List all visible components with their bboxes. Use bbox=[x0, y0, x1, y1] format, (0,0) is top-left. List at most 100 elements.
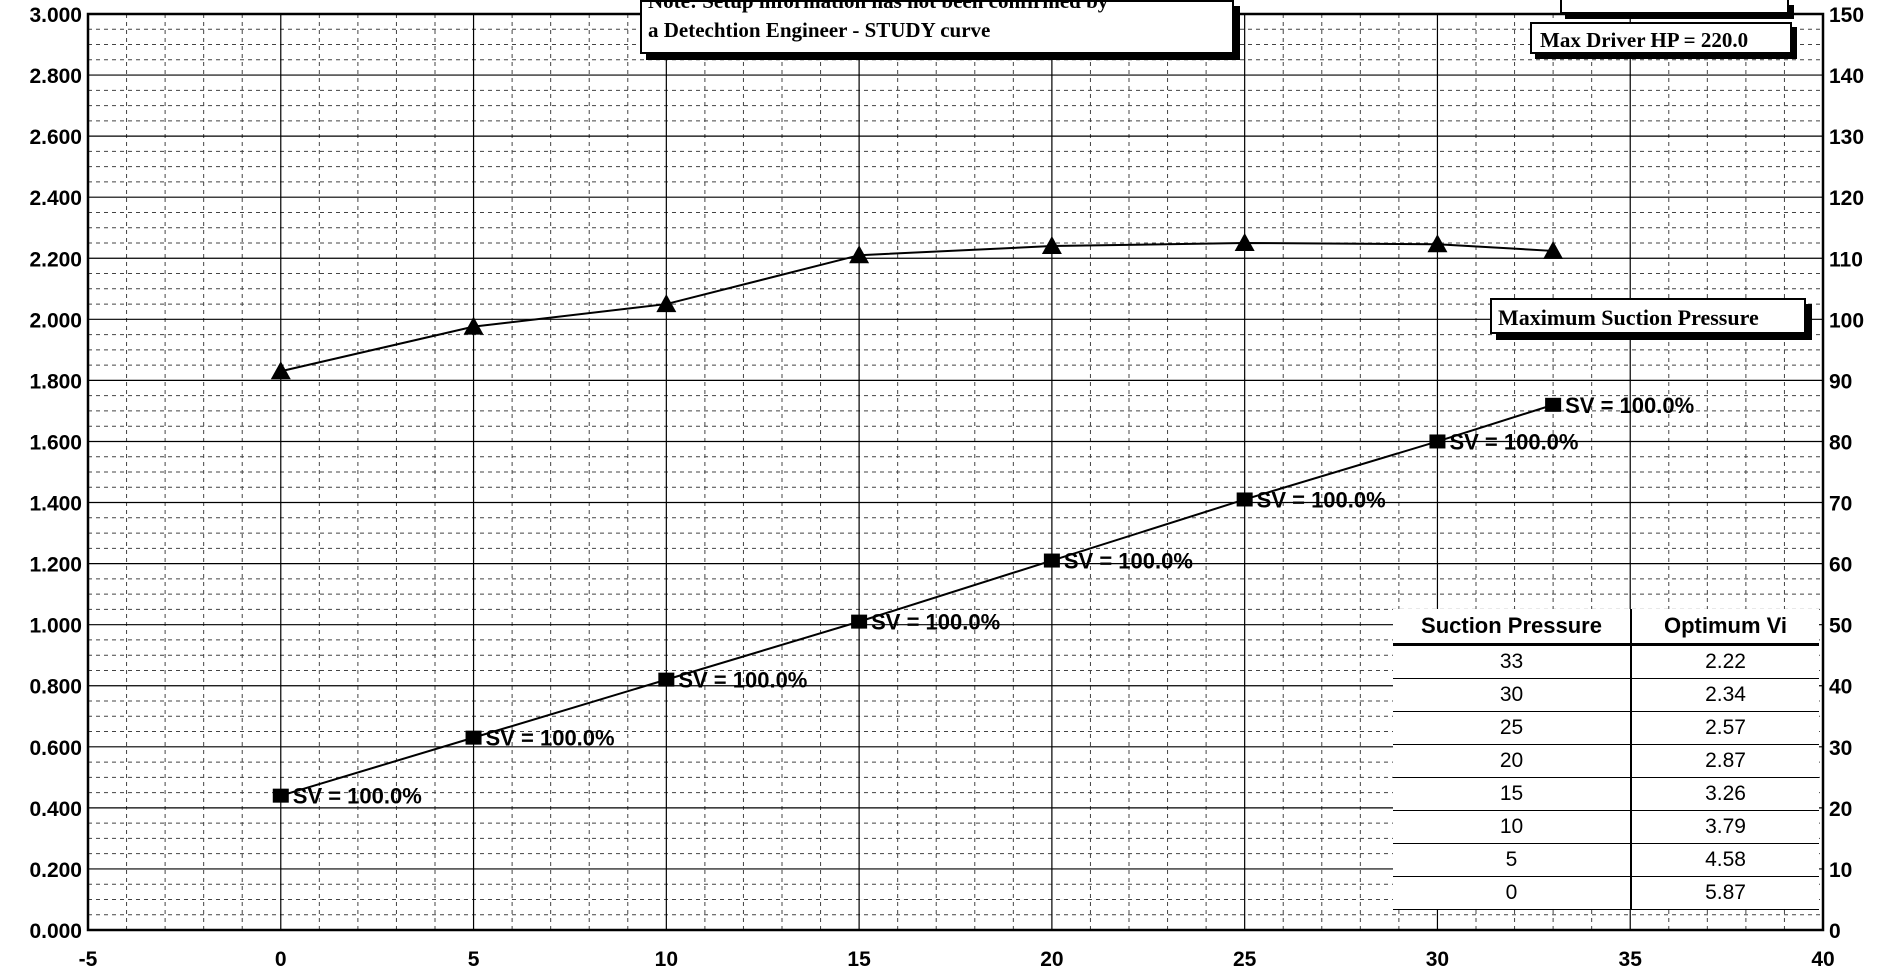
y-left-tick-label: 0.600 bbox=[29, 737, 82, 760]
y-right-tick-label: 130 bbox=[1829, 126, 1864, 149]
y-right-tick-label: 0 bbox=[1829, 920, 1841, 943]
tick-labels: -5 0 5 10 15 20 25 30 35 400.0000.2000.4000.6000.… bbox=[29, 4, 1864, 971]
table-row: 30 2.34 bbox=[1393, 678, 1819, 712]
point-labels: SV = 100.0% SV = 100.0% SV = 100.0% SV = 10… bbox=[293, 393, 1694, 809]
y-right-tick-label: 60 bbox=[1829, 554, 1852, 577]
table-row: 15 3.26 bbox=[1393, 777, 1819, 811]
table-row: 25 2.57 bbox=[1393, 711, 1819, 745]
cell-suction-pressure: 30 bbox=[1393, 678, 1632, 712]
sv-point-label: SV = 100.0% bbox=[1565, 393, 1694, 418]
max-driver-hp-label: Max Driver HP = 220.0 bbox=[1530, 22, 1792, 54]
y-left-tick-label: 0.400 bbox=[29, 798, 82, 821]
x-tick-label: 0 bbox=[275, 948, 287, 971]
triangle-marker bbox=[1543, 240, 1564, 259]
y-left-tick-label: 2.000 bbox=[29, 309, 82, 332]
cell-suction-pressure: 20 bbox=[1393, 744, 1632, 778]
y-left-tick-label: 0.000 bbox=[29, 920, 82, 943]
y-left-tick-label: 0.200 bbox=[29, 859, 82, 882]
x-tick-label: 15 bbox=[847, 948, 871, 971]
square-marker bbox=[465, 730, 482, 745]
square-marker bbox=[851, 614, 868, 629]
x-tick-label: 20 bbox=[1040, 948, 1063, 971]
sv-point-label: SV = 100.0% bbox=[1257, 487, 1386, 512]
y-left-tick-label: 1.400 bbox=[29, 493, 82, 516]
cell-optimum-vi: 5.87 bbox=[1631, 876, 1819, 910]
header-optimum-vi: Optimum Vi bbox=[1631, 609, 1819, 646]
hp-legend-box-top bbox=[1560, 0, 1789, 14]
sv-point-label: SV = 100.0% bbox=[1449, 429, 1578, 454]
table-row: 20 2.87 bbox=[1393, 744, 1819, 778]
y-left-tick-label: 2.800 bbox=[29, 65, 82, 88]
y-left-tick-label: 1.200 bbox=[29, 554, 82, 577]
x-tick-label: 10 bbox=[655, 948, 678, 971]
cell-optimum-vi: 2.34 bbox=[1631, 678, 1819, 712]
y-right-tick-label: 140 bbox=[1829, 65, 1864, 88]
sv-point-label: SV = 100.0% bbox=[486, 726, 615, 751]
table-header-row: Suction Pressure Optimum Vi bbox=[1393, 609, 1819, 646]
note-box: Note: Setup information has not been con… bbox=[640, 0, 1234, 54]
y-right-tick-label: 50 bbox=[1829, 615, 1852, 638]
cell-optimum-vi: 3.79 bbox=[1631, 810, 1819, 844]
sv-point-label: SV = 100.0% bbox=[293, 784, 422, 809]
triangle-marker bbox=[463, 316, 484, 335]
triangle-marker bbox=[270, 361, 291, 380]
table-row: 0 5.87 bbox=[1393, 876, 1819, 910]
table-row: 5 4.58 bbox=[1393, 843, 1819, 877]
x-tick-label: 5 bbox=[468, 948, 480, 971]
y-left-tick-label: 2.600 bbox=[29, 126, 82, 149]
y-right-tick-label: 20 bbox=[1829, 798, 1852, 821]
x-tick-label: 25 bbox=[1233, 948, 1257, 971]
optimum-vi-table: Suction Pressure Optimum Vi 33 2.22 30 2.3… bbox=[1393, 609, 1819, 910]
triangle-marker bbox=[1041, 236, 1062, 255]
square-marker bbox=[1545, 397, 1562, 412]
cell-suction-pressure: 25 bbox=[1393, 711, 1632, 745]
sv-point-label: SV = 100.0% bbox=[1064, 549, 1193, 574]
y-right-tick-label: 30 bbox=[1829, 737, 1852, 760]
triangle-marker bbox=[656, 294, 677, 313]
square-marker bbox=[1043, 553, 1060, 568]
grid bbox=[87, 13, 1824, 931]
y-left-tick-label: 2.400 bbox=[29, 187, 82, 210]
square-marker bbox=[1429, 434, 1446, 449]
series bbox=[270, 233, 1564, 803]
cell-optimum-vi: 3.26 bbox=[1631, 777, 1819, 811]
cell-suction-pressure: 33 bbox=[1393, 644, 1632, 679]
y-left-tick-label: 2.200 bbox=[29, 248, 82, 271]
note-line-2: a Detechtion Engineer - STUDY curve bbox=[648, 18, 991, 42]
y-right-tick-label: 150 bbox=[1829, 4, 1864, 27]
header-suction-pressure: Suction Pressure bbox=[1393, 609, 1632, 646]
y-left-tick-label: 1.600 bbox=[29, 431, 82, 454]
cell-suction-pressure: 15 bbox=[1393, 777, 1632, 811]
square-marker bbox=[1236, 492, 1253, 507]
y-left-tick-label: 3.000 bbox=[29, 4, 82, 27]
x-tick-label: 30 bbox=[1426, 948, 1449, 971]
hp-series-line bbox=[280, 241, 1554, 373]
y-right-tick-label: 110 bbox=[1829, 248, 1863, 271]
y-right-tick-label: 80 bbox=[1829, 431, 1852, 454]
triangle-marker bbox=[1427, 234, 1448, 253]
y-left-tick-label: 0.800 bbox=[29, 676, 82, 699]
cell-optimum-vi: 4.58 bbox=[1631, 843, 1819, 877]
max-suction-pressure-label: Maximum Suction Pressure bbox=[1490, 298, 1806, 334]
y-right-tick-label: 90 bbox=[1829, 370, 1852, 393]
y-right-tick-label: 40 bbox=[1829, 676, 1852, 699]
y-right-tick-label: 70 bbox=[1829, 493, 1852, 516]
x-tick-label: 40 bbox=[1811, 948, 1834, 971]
cell-suction-pressure: 5 bbox=[1393, 843, 1632, 877]
x-tick-label: 35 bbox=[1619, 948, 1643, 971]
y-right-tick-label: 10 bbox=[1829, 859, 1852, 882]
triangle-marker bbox=[1234, 233, 1255, 251]
cell-suction-pressure: 0 bbox=[1393, 876, 1632, 910]
triangle-marker bbox=[849, 245, 870, 264]
y-left-tick-label: 1.800 bbox=[29, 370, 82, 393]
sv-point-label: SV = 100.0% bbox=[678, 668, 807, 693]
y-right-tick-label: 100 bbox=[1829, 309, 1864, 332]
cell-optimum-vi: 2.57 bbox=[1631, 711, 1819, 745]
y-left-tick-label: 1.000 bbox=[29, 615, 82, 638]
y-right-tick-label: 120 bbox=[1829, 187, 1864, 210]
square-marker bbox=[658, 672, 675, 687]
note-line-1: Note: Setup information has not been con… bbox=[648, 0, 1109, 13]
cell-optimum-vi: 2.87 bbox=[1631, 744, 1819, 778]
cell-optimum-vi: 2.22 bbox=[1631, 644, 1819, 679]
